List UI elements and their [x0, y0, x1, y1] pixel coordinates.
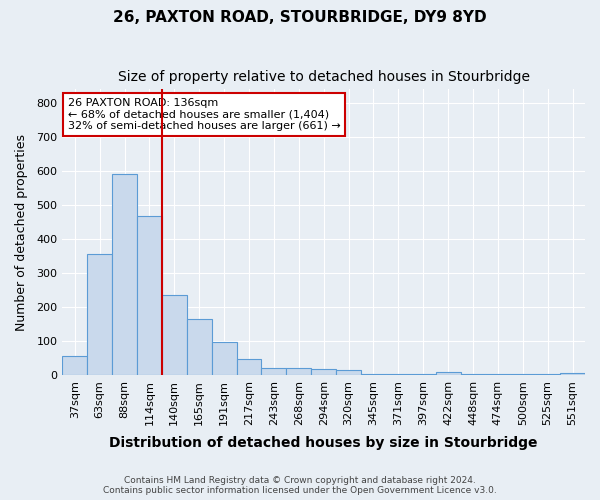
Bar	[62, 356, 87, 375]
Bar	[535, 374, 560, 375]
Bar	[262, 368, 286, 375]
Title: Size of property relative to detached houses in Stourbridge: Size of property relative to detached ho…	[118, 70, 530, 84]
Bar	[236, 358, 262, 375]
Text: Contains HM Land Registry data © Crown copyright and database right 2024.
Contai: Contains HM Land Registry data © Crown c…	[103, 476, 497, 495]
Bar	[461, 374, 485, 375]
Bar	[212, 342, 236, 375]
Bar	[286, 368, 311, 375]
Bar	[311, 369, 336, 375]
Bar	[162, 295, 187, 375]
Text: 26, PAXTON ROAD, STOURBRIDGE, DY9 8YD: 26, PAXTON ROAD, STOURBRIDGE, DY9 8YD	[113, 10, 487, 25]
Bar	[187, 319, 212, 375]
Bar	[112, 174, 137, 375]
Bar	[511, 374, 535, 375]
Text: 26 PAXTON ROAD: 136sqm
← 68% of detached houses are smaller (1,404)
32% of semi-: 26 PAXTON ROAD: 136sqm ← 68% of detached…	[68, 98, 340, 131]
Bar	[361, 374, 386, 375]
Bar	[87, 254, 112, 375]
Bar	[560, 372, 585, 375]
Bar	[436, 372, 461, 375]
Bar	[137, 216, 162, 375]
Y-axis label: Number of detached properties: Number of detached properties	[15, 134, 28, 330]
X-axis label: Distribution of detached houses by size in Stourbridge: Distribution of detached houses by size …	[109, 436, 538, 450]
Bar	[485, 374, 511, 375]
Bar	[386, 374, 411, 375]
Bar	[411, 374, 436, 375]
Bar	[336, 370, 361, 375]
